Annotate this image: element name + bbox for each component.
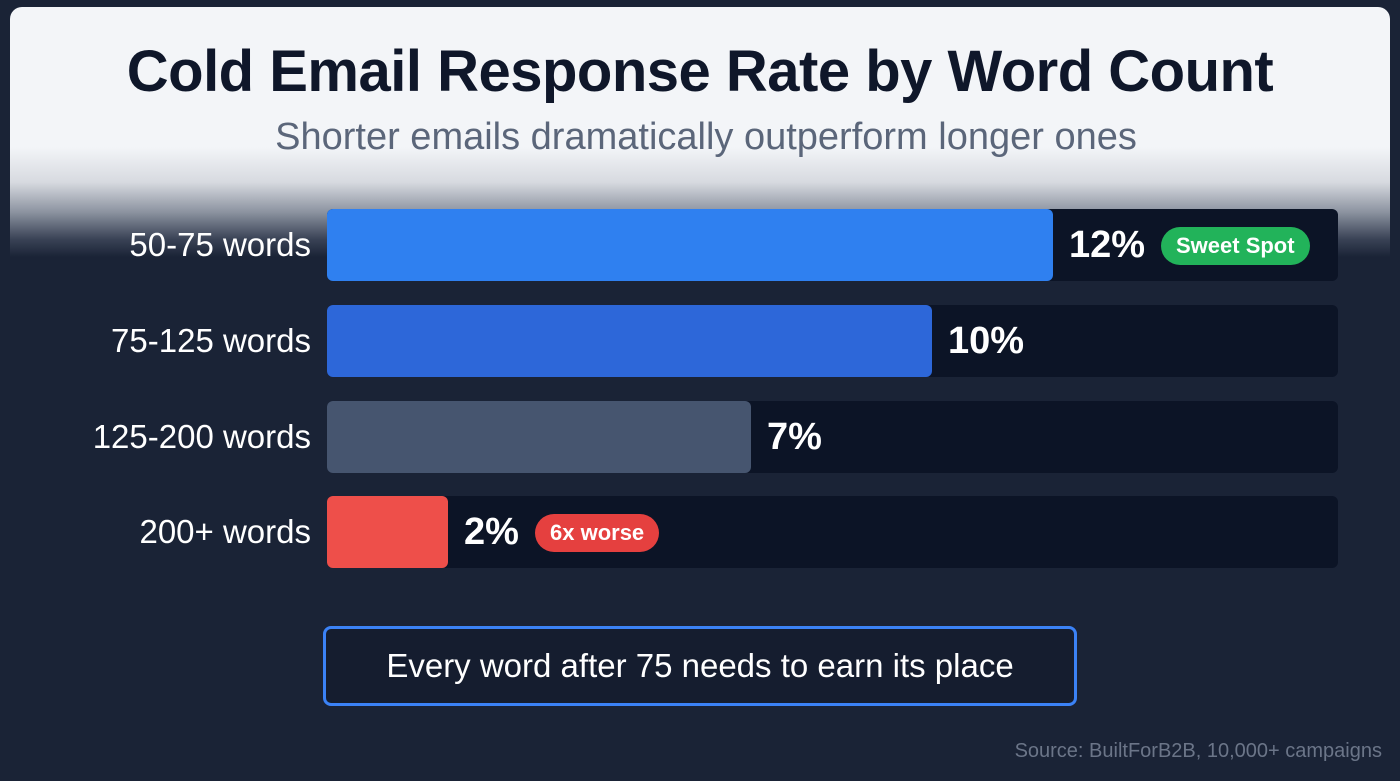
- sweet-spot-badge: Sweet Spot: [1161, 227, 1310, 265]
- bar-category-label: 200+ words: [139, 513, 311, 550]
- bar-row: 75-125 words 10%: [0, 305, 1400, 377]
- bar-row: 125-200 words 7%: [0, 401, 1400, 473]
- bar-fill: [327, 305, 932, 377]
- chart-title: Cold Email Response Rate by Word Count: [126, 39, 1274, 104]
- bar-category-label: 75-125 words: [111, 322, 311, 359]
- bar-value-label: 2%: [464, 511, 519, 553]
- bar-value-label: 12%: [1069, 224, 1146, 266]
- source-note: Source: BuiltForB2B, 10,000+ campaigns: [1014, 740, 1382, 762]
- bar-value-label: 7%: [767, 416, 822, 458]
- bar-fill: [327, 496, 448, 568]
- bar-fill: [327, 401, 751, 473]
- bar-track: [327, 305, 1338, 377]
- bar-category-label: 50-75 words: [129, 226, 311, 263]
- callout-box: Every word after 75 needs to earn its pl…: [323, 626, 1077, 706]
- bar-track: [327, 401, 1338, 473]
- bar-row: 50-75 words 12% Sweet Spot: [0, 209, 1400, 281]
- worse-badge: 6x worse: [535, 514, 660, 552]
- chart-subtitle: Shorter emails dramatically outperform l…: [275, 116, 1137, 158]
- bar-category-label: 125-200 words: [92, 418, 311, 455]
- bar-value-label: 10%: [948, 320, 1025, 362]
- bar-row: 200+ words 2% 6x worse: [0, 496, 1400, 568]
- bar-fill: [327, 209, 1053, 281]
- bar-track: [327, 496, 1338, 568]
